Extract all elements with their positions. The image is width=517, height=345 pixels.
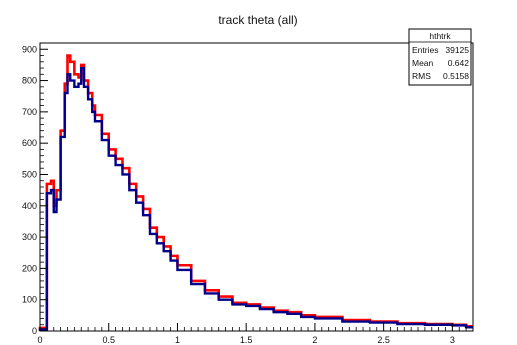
- series-line-0: [38, 54, 473, 331]
- series-layer: [38, 54, 473, 331]
- x-tick-label-5: 2.5: [377, 335, 390, 345]
- y-tick-label-7: 700: [22, 107, 37, 117]
- x-axis: 0 0.5 1 1.5 2 2.5 3: [37, 323, 467, 345]
- y-tick-label-3: 300: [22, 232, 37, 242]
- stats-box-name: hthtrk: [429, 31, 451, 41]
- stats-box-frame: [408, 28, 472, 86]
- x-tick-label-0: 0: [37, 335, 42, 345]
- stats-value-mean: 0.642: [448, 58, 470, 68]
- x-tick-label-2: 1: [175, 335, 180, 345]
- x-tick-label-4: 2: [312, 335, 317, 345]
- y-tick-label-1: 100: [22, 295, 37, 305]
- y-tick-label-2: 200: [22, 263, 37, 273]
- stats-box: hthtrk Entries 39125 Mean 0.642 RMS 0.51…: [408, 28, 472, 86]
- y-tick-label-5: 500: [22, 169, 37, 179]
- y-tick-label-4: 400: [22, 201, 37, 211]
- y-tick-label-0: 0: [32, 326, 37, 336]
- y-tick-label-8: 800: [22, 76, 37, 86]
- stats-value-rms: 0.5158: [443, 71, 469, 81]
- x-tick-label-1: 0.5: [102, 335, 115, 345]
- stats-label-mean: Mean: [412, 58, 434, 68]
- stats-label-rms: RMS: [412, 71, 431, 81]
- y-axis: 0 100 200 300 400 500 600 700 800 900: [22, 42, 48, 336]
- chart-title: track theta (all): [218, 13, 297, 27]
- stats-label-entries: Entries: [412, 45, 438, 55]
- y-tick-label-6: 600: [22, 138, 37, 148]
- plot-area: 0 0.5 1 1.5 2 2.5 3 0 100 200 300 400 500 600 700 800 9…: [22, 42, 474, 345]
- x-tick-label-6: 3: [450, 335, 455, 345]
- series-line-1: [38, 66, 473, 331]
- x-tick-label-3: 1.5: [240, 335, 253, 345]
- stats-value-entries: 39125: [445, 45, 469, 55]
- y-tick-label-9: 900: [22, 44, 37, 54]
